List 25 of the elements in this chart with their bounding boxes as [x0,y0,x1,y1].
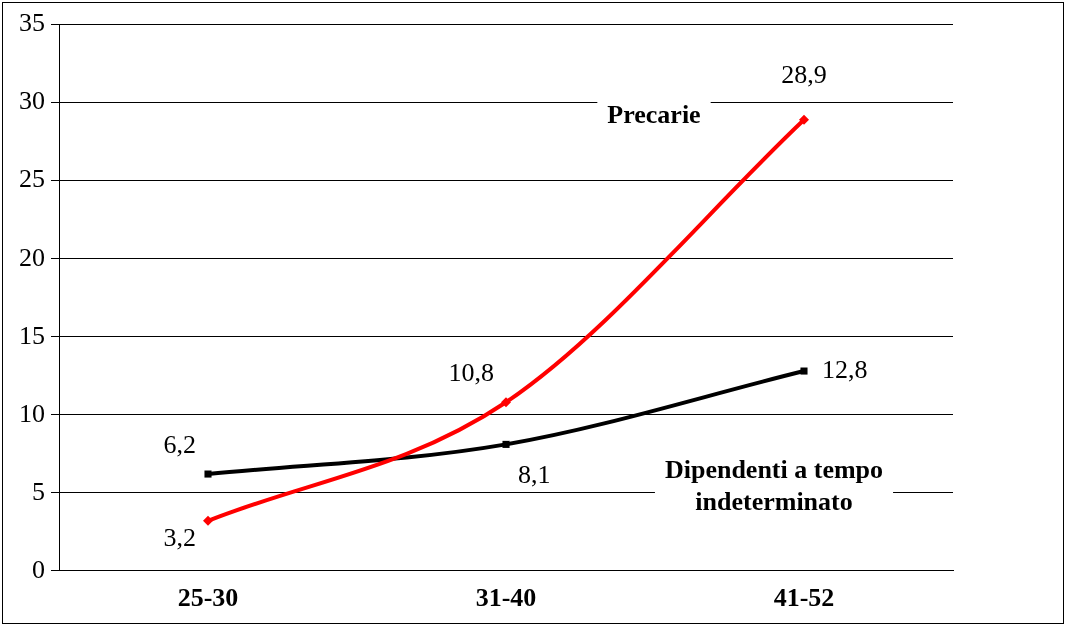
data-label: 6,2 [163,429,196,459]
point [203,515,213,526]
point [800,367,808,375]
data-label: 12,8 [822,354,868,384]
y-tick-label: 25 [19,164,45,194]
y-tick-label: 35 [19,8,45,38]
point [799,114,809,125]
y-tick-label: 10 [19,398,45,428]
point [204,470,212,478]
y-tick-label: 30 [19,86,45,116]
point [501,397,511,408]
x-tick-label: 25-30 [177,583,239,613]
y-tick-label: 0 [32,554,45,584]
x-tick-label: 31-40 [475,583,537,613]
data-label: 10,8 [448,358,494,388]
y-tick-label: 20 [19,242,45,272]
data-label: 3,2 [163,522,196,552]
data-label: 8,1 [518,460,551,490]
data-label: 28,9 [781,59,827,89]
x-tick-label: 41-52 [773,583,835,613]
y-tick-label: 5 [32,476,45,506]
point [502,440,510,448]
series-label: Dipendenti a tempo indeterminato [664,454,884,516]
y-tick-label: 15 [19,320,45,350]
text: Precarie [607,99,701,129]
